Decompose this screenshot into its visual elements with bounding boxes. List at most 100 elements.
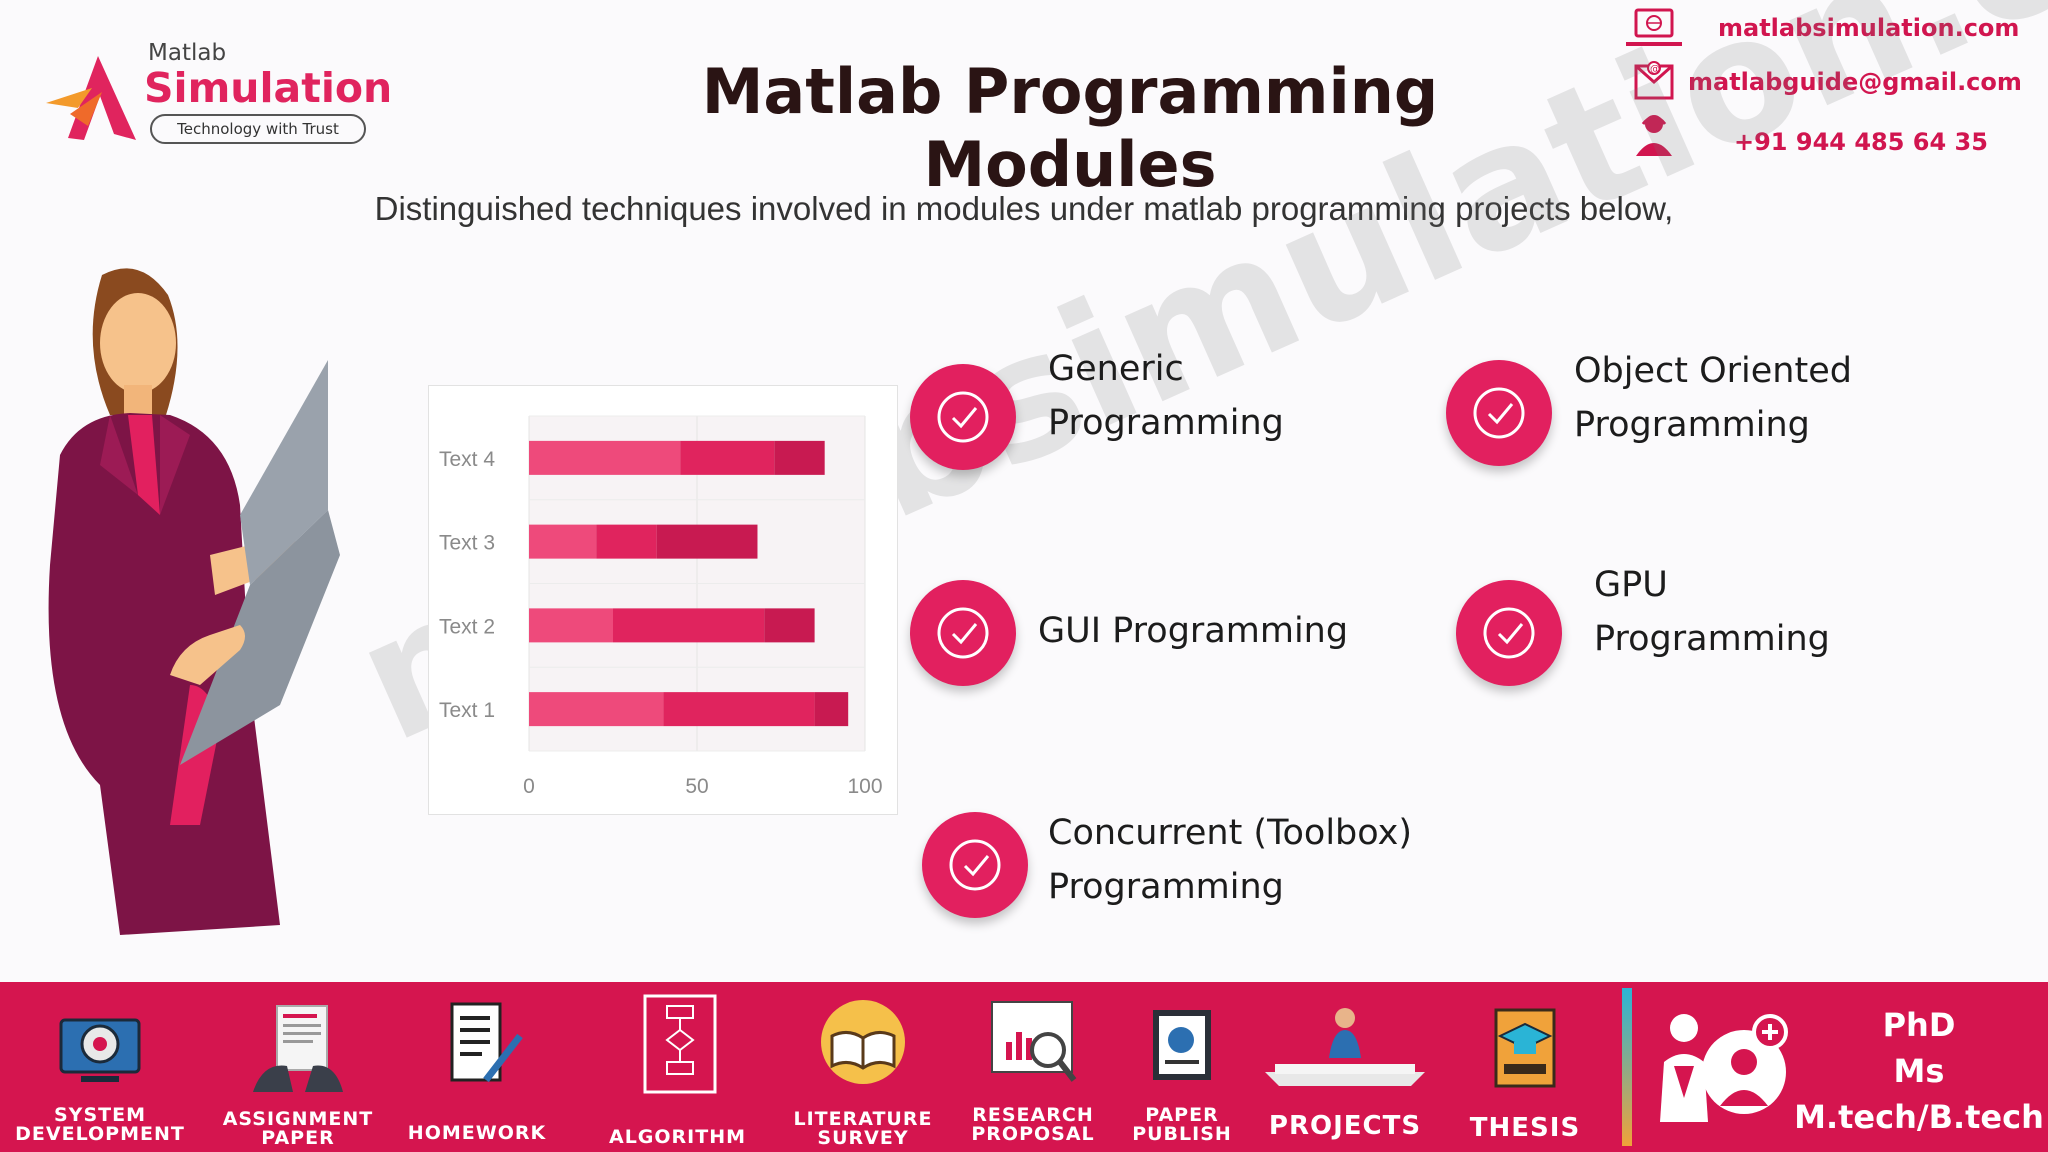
bar-segment [529,692,664,727]
service-label-line: THESIS [1469,1113,1581,1143]
module-label: Generic Programming [1048,342,1284,450]
service-assignment-paper[interactable]: ASSIGNMENT PAPER [208,982,388,1152]
module-label-line: Generic [1048,349,1184,389]
module-label-line: Programming [1594,619,1830,659]
divider [1622,988,1632,1146]
module-label: Concurrent (Toolbox) Programming [1048,806,1412,914]
website-link[interactable]: matlabsimulation.com [1718,14,2020,42]
degree-mtech-btech: M.tech/B.tech [1794,1098,2044,1136]
service-label: PAPER PUBLISH [1112,1106,1252,1144]
bar-segment [814,692,849,727]
projects-icon [1265,1008,1425,1086]
logo-tagline: Technology with Trust [150,114,366,144]
service-homework[interactable]: HOMEWORK [392,982,562,1152]
service-research-proposal[interactable]: RESEARCH PROPOSAL [958,982,1108,1152]
bar-segment [596,524,657,559]
bar-segment [656,524,758,559]
service-label: LITERATURE SURVEY [778,1110,948,1148]
service-label-line: DEVELOPMENT [15,1123,185,1145]
woman-with-laptop-illustration [48,268,340,935]
bar-segment [774,440,825,475]
degree-phd: PhD [1882,1006,1956,1044]
service-algorithm[interactable]: ALGORITHM [590,982,765,1152]
paper-publish-icon [1153,1010,1211,1080]
bar-segment [680,440,775,475]
category-label: Text 1 [439,699,495,722]
module-label-line: Programming [1048,867,1284,907]
service-label-line: PAPER [1145,1104,1219,1126]
service-label-line: PUBLISH [1132,1123,1232,1145]
thesis-icon [1494,1008,1556,1088]
check-circle-icon [910,364,1016,470]
service-label-line: SURVEY [817,1127,909,1149]
bar-segment [613,608,765,643]
service-label-line: SYSTEM [54,1104,146,1126]
module-label-line: Object Oriented [1574,351,1852,391]
email-link[interactable]: matlabguide@gmail.com [1688,68,2022,96]
module-label-line: Programming [1048,403,1284,443]
x-tick-label: 50 [685,775,708,798]
service-label: THESIS [1440,1114,1610,1142]
service-label-line: ASSIGNMENT [222,1108,374,1130]
category-label: Text 4 [439,448,495,471]
logo-mark-icon [46,56,136,140]
service-label: PROJECTS [1250,1112,1440,1140]
service-label: ALGORITHM [590,1128,765,1147]
module-label-line: Concurrent (Toolbox) [1048,813,1412,853]
bar-segment [764,608,815,643]
service-label-line: PROJECTS [1268,1111,1422,1141]
email-icon: @ [1634,61,1674,100]
homework-icon [450,1002,523,1083]
bar-segment [663,692,815,727]
service-system-development[interactable]: SYSTEM DEVELOPMENT [10,982,190,1152]
service-label: RESEARCH PROPOSAL [958,1106,1108,1144]
module-label-line: GUI Programming [1038,611,1349,651]
category-label: Text 2 [439,615,495,638]
svg-text:@: @ [1650,64,1660,75]
phone-number[interactable]: +91 944 485 64 35 [1734,128,1988,156]
service-label-line: PROPOSAL [971,1123,1095,1145]
service-label: SYSTEM DEVELOPMENT [10,1106,190,1144]
logo-small-text: Matlab [148,40,227,66]
service-label-line: PAPER [261,1127,335,1149]
bar-chart-svg: Text 1 Text 2 Text 3 Text 4 0 50 100 [439,415,883,798]
contact-block: matlabsimulation.com @ matlabguide@gmail… [1610,0,2048,170]
service-label: ASSIGNMENT PAPER [208,1110,388,1148]
contact-website-row[interactable]: matlabsimulation.com [1610,6,2048,56]
service-paper-publish[interactable]: PAPER PUBLISH [1112,982,1252,1152]
module-label: GPU Programming [1594,558,1830,666]
page-title: Matlab Programming Modules [701,55,1439,201]
check-circle-icon [1456,580,1562,686]
logo: Matlab Simulation Technology with Trust [40,40,392,150]
service-thesis[interactable]: THESIS [1440,982,1610,1152]
bar-segment [529,608,613,643]
category-label: Text 3 [439,532,495,555]
service-label-line: RESEARCH [972,1104,1094,1126]
subtitle: Distinguished techniques involved in mod… [374,190,1674,227]
x-tick-label: 100 [847,775,882,798]
contact-email-row[interactable]: @ matlabguide@gmail.com [1610,58,2048,108]
contact-phone-row[interactable]: +91 944 485 64 35 [1610,112,2048,162]
module-label-line: GPU [1594,565,1668,605]
bar-segment [529,440,681,475]
module-label: GUI Programming [1038,604,1348,658]
logo-brand-text: Simulation [144,64,393,112]
assignment-paper-icon [253,1005,343,1092]
check-circle-icon [910,580,1016,686]
bar-chart: Text 1 Text 2 Text 3 Text 4 0 50 100 [428,385,898,815]
service-label: HOMEWORK [392,1124,562,1143]
degree-list: PhD Ms M.tech/B.tech [1790,1002,2048,1140]
service-projects[interactable]: PROJECTS [1250,982,1440,1152]
bottom-service-bar: SYSTEM DEVELOPMENT ASSIGNMENT PAPER [0,982,2048,1152]
module-label-line: Programming [1574,405,1810,445]
support-agent-icon [1636,115,1672,156]
research-proposal-icon [991,1001,1077,1082]
scholar-support-icon [1660,1014,1788,1122]
degree-ms: Ms [1893,1052,1945,1090]
module-label: Object Oriented Programming [1574,344,1852,452]
check-circle-icon [1446,360,1552,466]
x-tick-label: 0 [523,775,535,798]
system-development-icon [59,1018,141,1082]
check-circle-icon [922,812,1028,918]
service-literature-survey[interactable]: LITERATURE SURVEY [778,982,948,1152]
